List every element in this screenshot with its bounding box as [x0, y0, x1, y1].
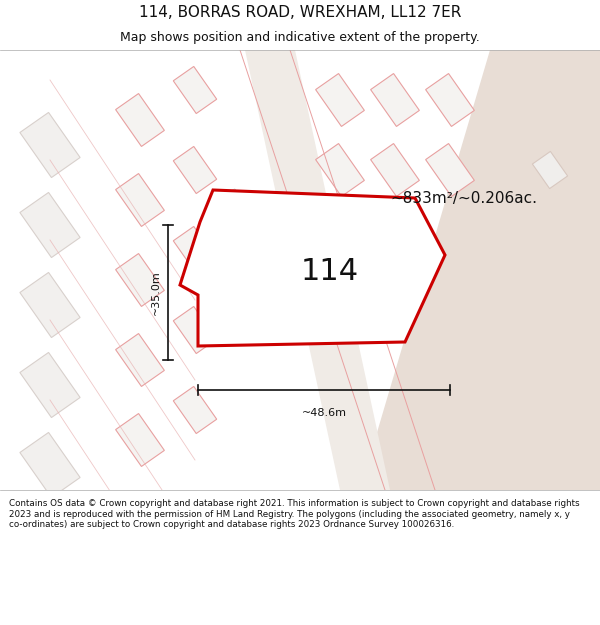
- Text: ~833m²/~0.206ac.: ~833m²/~0.206ac.: [390, 191, 537, 206]
- Polygon shape: [173, 66, 217, 114]
- Text: Map shows position and indicative extent of the property.: Map shows position and indicative extent…: [120, 31, 480, 44]
- Polygon shape: [360, 50, 600, 490]
- Text: Ffordd Borras / Borras Road: Ffordd Borras / Borras Road: [225, 186, 311, 304]
- Polygon shape: [371, 214, 419, 266]
- Text: 114, BORRAS ROAD, WREXHAM, LL12 7ER: 114, BORRAS ROAD, WREXHAM, LL12 7ER: [139, 5, 461, 20]
- Text: ~48.6m: ~48.6m: [302, 408, 347, 418]
- Polygon shape: [316, 214, 364, 266]
- Polygon shape: [425, 144, 475, 196]
- Polygon shape: [20, 112, 80, 178]
- Polygon shape: [371, 144, 419, 196]
- Polygon shape: [20, 192, 80, 258]
- Polygon shape: [532, 151, 568, 189]
- Polygon shape: [173, 306, 217, 354]
- Text: 114: 114: [301, 258, 359, 286]
- Polygon shape: [116, 94, 164, 146]
- Polygon shape: [173, 226, 217, 274]
- Polygon shape: [116, 334, 164, 386]
- Polygon shape: [425, 74, 475, 126]
- Polygon shape: [173, 386, 217, 434]
- Polygon shape: [20, 432, 80, 498]
- Polygon shape: [173, 146, 217, 194]
- Polygon shape: [316, 74, 364, 126]
- Polygon shape: [245, 50, 390, 490]
- Polygon shape: [316, 144, 364, 196]
- Polygon shape: [20, 272, 80, 338]
- Polygon shape: [316, 284, 364, 336]
- Polygon shape: [20, 352, 80, 418]
- Polygon shape: [371, 74, 419, 126]
- Polygon shape: [116, 254, 164, 306]
- Polygon shape: [116, 414, 164, 466]
- Text: Contains OS data © Crown copyright and database right 2021. This information is : Contains OS data © Crown copyright and d…: [9, 499, 580, 529]
- Text: ~35.0m: ~35.0m: [151, 270, 161, 315]
- Polygon shape: [116, 174, 164, 226]
- Polygon shape: [180, 190, 445, 346]
